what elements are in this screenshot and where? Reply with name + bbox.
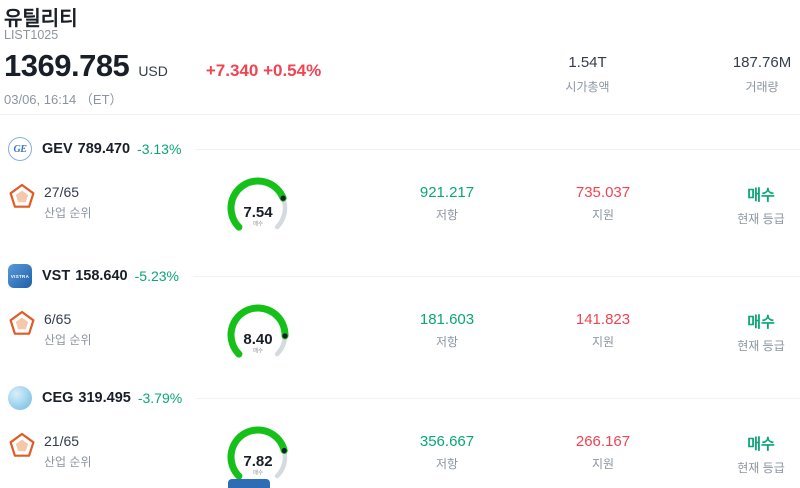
support-column: 266.167 지원 (548, 433, 658, 472)
ticker: GEV (42, 141, 73, 157)
volume-label: 거래량 (745, 80, 779, 94)
support-value: 266.167 (575, 433, 631, 450)
svg-text:7.54: 7.54 (243, 204, 273, 221)
support-value: 735.037 (575, 184, 631, 201)
industry-rank-label: 산업 순위 (44, 206, 92, 220)
industry-rank-pentagon-icon (9, 310, 35, 335)
vistra-wordmark: VISTRA (10, 273, 30, 279)
resistance-column: 356.667 저항 (392, 433, 502, 472)
index-price-row: 1369.785 USD +7.340 +0.54% (4, 48, 321, 84)
support-column: 141.823 지원 (548, 311, 658, 350)
stock-header-ceg[interactable]: CEG 319.495 -3.79% (8, 385, 800, 411)
industry-rank-pentagon-icon (9, 432, 35, 457)
cutoff-badge (228, 479, 270, 488)
rating-column: 매수 현재 등급 (714, 184, 800, 227)
stock-row-gev[interactable]: GE GEV 789.470 -3.13% 27/65 산업 순위 7.54 매수… (0, 136, 800, 260)
resistance-label: 저항 (435, 208, 459, 222)
rating-value: 매수 (747, 187, 775, 204)
market-cap-value: 1.54T (568, 54, 607, 71)
rating-gauge: 7.82 매수 (216, 423, 300, 488)
resistance-value: 921.217 (419, 184, 475, 201)
industry-rank-label: 산업 순위 (44, 455, 92, 469)
industry-rank-value: 27/65 (44, 184, 80, 200)
stock-price: 319.495 (78, 390, 131, 406)
svg-text:매수: 매수 (253, 469, 263, 477)
vst-logo-icon: VISTRA (8, 264, 32, 288)
header-rule (192, 275, 800, 277)
market-cap-label: 시가총액 (565, 80, 610, 94)
industry-rank-value: 21/65 (44, 433, 80, 449)
stock-price: 789.470 (77, 141, 131, 157)
resistance-column: 921.217 저항 (392, 184, 502, 223)
support-label: 지원 (591, 457, 615, 471)
ceg-logo-icon (8, 386, 32, 410)
header-rule (195, 148, 800, 150)
gev-logo-icon: GE (8, 137, 32, 161)
stock-percent: -5.23% (134, 268, 179, 284)
currency-label: USD (138, 63, 168, 79)
rating-column: 매수 현재 등급 (714, 311, 800, 354)
volume-value: 187.76M (732, 54, 792, 71)
industry-rank-label: 산업 순위 (44, 333, 92, 347)
market-cap-stat: 1.54T 시가총액 (530, 54, 645, 95)
support-value: 141.823 (575, 311, 631, 328)
ticker: CEG (42, 390, 74, 406)
price-change: +7.340 +0.54% (205, 61, 322, 80)
ticker: VST (42, 268, 71, 284)
page-title: 유틸리티 (4, 8, 78, 30)
resistance-column: 181.603 저항 (392, 311, 502, 350)
rating-column: 매수 현재 등급 (714, 433, 800, 476)
svg-text:7.82: 7.82 (243, 453, 272, 470)
support-label: 지원 (591, 335, 615, 349)
rating-label: 현재 등급 (737, 339, 785, 353)
resistance-label: 저항 (435, 457, 459, 471)
svg-text:매수: 매수 (253, 347, 263, 355)
index-price: 1369.785 (4, 48, 130, 83)
resistance-value: 356.667 (419, 433, 475, 450)
stock-price: 158.640 (75, 268, 128, 284)
support-column: 735.037 지원 (548, 184, 658, 223)
resistance-value: 181.603 (419, 311, 475, 328)
svg-text:8.40: 8.40 (243, 331, 272, 348)
stock-header-gev[interactable]: GE GEV 789.470 -3.13% (8, 136, 800, 162)
stock-percent: -3.13% (137, 141, 182, 157)
stock-header-vst[interactable]: VISTRA VST 158.640 -5.23% (8, 263, 800, 289)
stock-percent: -3.79% (137, 390, 183, 406)
industry-rank-value: 6/65 (44, 311, 72, 327)
header-rule (196, 397, 800, 399)
rating-value: 매수 (747, 314, 775, 331)
industry-rank-pentagon-icon (9, 183, 35, 208)
rating-label: 현재 등급 (737, 212, 785, 226)
rating-gauge: 7.54 매수 (216, 174, 300, 242)
support-label: 지원 (591, 208, 615, 222)
header-divider (0, 114, 800, 115)
quote-datetime: 03/06, 16:14 （ET） (4, 92, 123, 107)
stock-row-vst[interactable]: VISTRA VST 158.640 -5.23% 6/65 산업 순위 8.4… (0, 263, 800, 387)
stock-row-ceg[interactable]: CEG 319.495 -3.79% 21/65 산업 순위 7.82 매수 35… (0, 385, 800, 488)
rating-value: 매수 (747, 436, 775, 453)
resistance-label: 저항 (435, 335, 459, 349)
ge-monogram: GE (13, 143, 27, 155)
list-code: LIST1025 (4, 28, 59, 42)
volume-stat: 187.76M 거래량 (708, 54, 800, 95)
rating-gauge: 8.40 매수 (216, 301, 300, 369)
svg-text:매수: 매수 (253, 220, 263, 228)
rating-label: 현재 등급 (737, 461, 785, 475)
